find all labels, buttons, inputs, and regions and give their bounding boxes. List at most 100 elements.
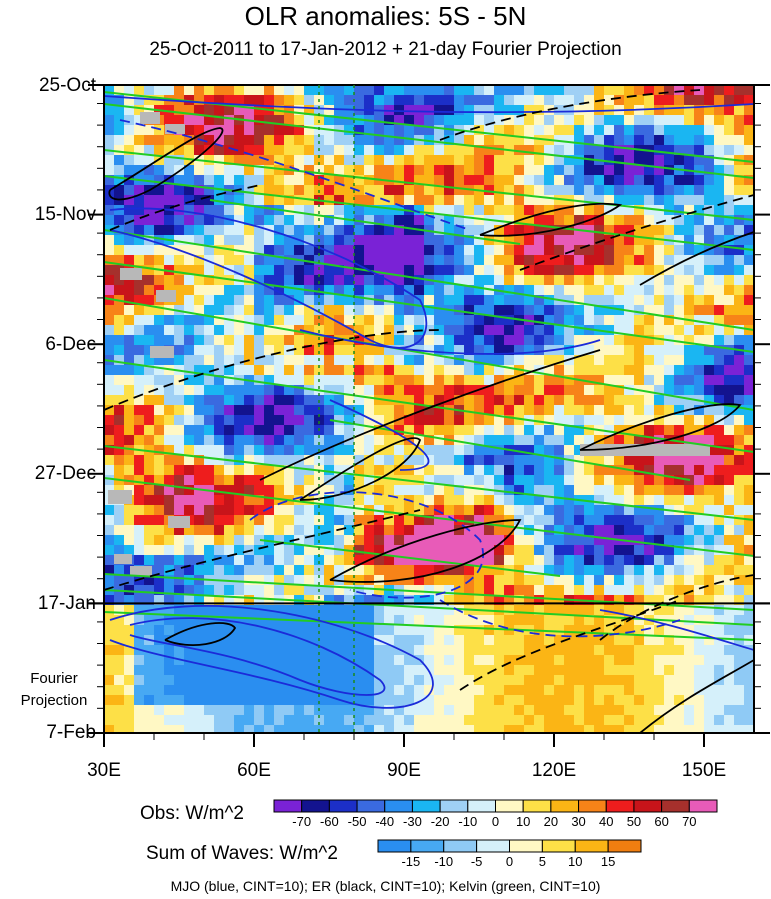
field-cell bbox=[344, 645, 354, 655]
field-cell bbox=[744, 385, 754, 395]
field-cell bbox=[354, 195, 364, 205]
field-cell bbox=[404, 255, 414, 265]
field-cell bbox=[104, 105, 114, 115]
field-cell bbox=[474, 215, 484, 225]
field-cell bbox=[614, 425, 624, 435]
field-cell bbox=[514, 115, 524, 125]
field-cell bbox=[414, 725, 424, 733]
field-cell bbox=[374, 715, 384, 725]
field-cell bbox=[334, 265, 344, 275]
field-cell bbox=[484, 205, 494, 215]
waves-colorbar-tick-label: -5 bbox=[470, 854, 483, 869]
kelvin-contour bbox=[104, 229, 754, 331]
field-cell bbox=[324, 305, 334, 315]
field-cell bbox=[474, 155, 484, 165]
field-cell bbox=[254, 385, 264, 395]
field-cell bbox=[374, 255, 384, 265]
field-cell bbox=[564, 525, 574, 535]
field-cell bbox=[124, 425, 134, 435]
field-cell bbox=[404, 325, 414, 335]
field-cell bbox=[264, 475, 274, 485]
field-cell bbox=[664, 705, 674, 715]
kelvin-contour bbox=[104, 359, 754, 453]
field-cell bbox=[194, 275, 204, 285]
field-cell bbox=[604, 515, 614, 525]
field-cell bbox=[504, 415, 514, 425]
field-cell bbox=[624, 185, 634, 195]
field-cell bbox=[734, 135, 744, 145]
field-cell bbox=[154, 275, 164, 285]
mjo-contour bbox=[299, 329, 601, 355]
field-cell bbox=[634, 355, 644, 365]
field-cell bbox=[714, 605, 724, 615]
field-cell bbox=[364, 705, 374, 715]
field-cell bbox=[614, 265, 624, 275]
field-cell bbox=[204, 165, 214, 175]
field-cell bbox=[354, 245, 364, 255]
field-cell bbox=[174, 415, 184, 425]
field-cell bbox=[144, 275, 154, 285]
field-cell bbox=[584, 125, 594, 135]
field-cell bbox=[164, 435, 174, 445]
field-cell bbox=[204, 715, 214, 725]
field-cell bbox=[544, 85, 554, 95]
field-cell bbox=[714, 615, 724, 625]
field-cell bbox=[594, 85, 604, 95]
field-cell bbox=[284, 435, 294, 445]
field-cell bbox=[154, 565, 164, 575]
field-cell bbox=[414, 95, 424, 105]
field-cell bbox=[154, 195, 164, 205]
field-cell bbox=[154, 525, 164, 535]
field-cell bbox=[454, 155, 464, 165]
field-cell bbox=[704, 155, 714, 165]
field-cell bbox=[374, 125, 384, 135]
field-cell bbox=[474, 455, 484, 465]
field-cell bbox=[214, 415, 224, 425]
field-cell bbox=[614, 505, 624, 515]
field-cell bbox=[524, 265, 534, 275]
field-cell bbox=[524, 95, 534, 105]
field-cell bbox=[504, 125, 514, 135]
field-cell bbox=[744, 655, 754, 665]
field-cell bbox=[324, 675, 334, 685]
field-cell bbox=[394, 195, 404, 205]
field-cell bbox=[664, 495, 674, 505]
field-cell bbox=[374, 375, 384, 385]
field-cell bbox=[664, 85, 674, 95]
field-cell bbox=[404, 375, 414, 385]
field-cell bbox=[544, 565, 554, 575]
field-cell bbox=[234, 385, 244, 395]
field-cell bbox=[124, 605, 134, 615]
field-cell bbox=[204, 535, 214, 545]
field-cell bbox=[204, 335, 214, 345]
field-cell bbox=[394, 345, 404, 355]
field-cell bbox=[134, 675, 144, 685]
field-cell bbox=[244, 215, 254, 225]
field-cell bbox=[724, 425, 734, 435]
field-cell bbox=[254, 205, 264, 215]
field-cell bbox=[464, 325, 474, 335]
field-cell bbox=[454, 685, 464, 695]
field-cell bbox=[674, 655, 684, 665]
field-cell bbox=[424, 625, 434, 635]
field-cell bbox=[274, 385, 284, 395]
field-cell bbox=[654, 345, 664, 355]
field-cell bbox=[574, 125, 584, 135]
field-cell bbox=[564, 485, 574, 495]
field-cell bbox=[344, 675, 354, 685]
field-cell bbox=[664, 325, 674, 335]
field-cell bbox=[384, 285, 394, 295]
field-cell bbox=[294, 605, 304, 615]
field-cell bbox=[724, 505, 734, 515]
field-cell bbox=[444, 585, 454, 595]
field-cell bbox=[614, 575, 624, 585]
field-cell bbox=[384, 445, 394, 455]
field-cell bbox=[394, 505, 404, 515]
field-cell bbox=[304, 395, 314, 405]
field-cell bbox=[274, 305, 284, 315]
field-cell bbox=[514, 385, 524, 395]
field-cell bbox=[374, 285, 384, 295]
field-cell bbox=[574, 305, 584, 315]
field-cell bbox=[284, 455, 294, 465]
field-cell bbox=[674, 85, 684, 95]
